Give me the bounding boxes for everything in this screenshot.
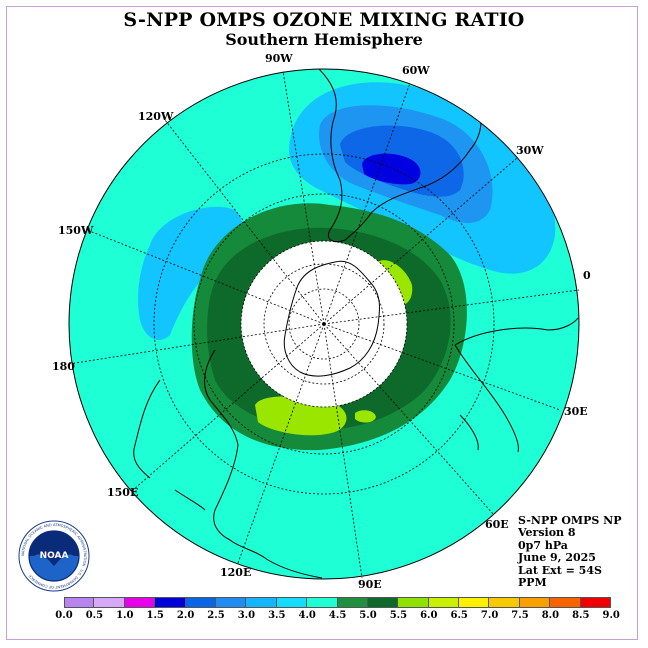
colorbar-tick-label: 2.5 bbox=[207, 610, 225, 621]
info-lat-extent: Lat Ext = 54S bbox=[518, 563, 602, 577]
info-version: Version 8 bbox=[518, 526, 576, 540]
lon-label-150w: 150W bbox=[58, 224, 94, 237]
colorbar-tick-label: 7.0 bbox=[480, 610, 499, 621]
ozone-lime-patch-small bbox=[355, 410, 376, 423]
lon-label-120e: 120E bbox=[220, 566, 252, 579]
page-subtitle: Southern Hemisphere bbox=[225, 30, 423, 49]
graticule bbox=[68, 70, 580, 579]
map-boundary bbox=[68, 68, 580, 580]
lon-label-0: 0 bbox=[583, 269, 591, 282]
colorbar-swatch bbox=[489, 597, 520, 608]
colorbar-tick-label: 1.0 bbox=[116, 610, 134, 621]
lon-label-30w: 30W bbox=[516, 144, 544, 157]
colorbar-swatch bbox=[459, 597, 490, 608]
colorbar-tick-label: 3.5 bbox=[268, 610, 286, 621]
colorbar-swatch bbox=[428, 597, 460, 608]
colorbar bbox=[64, 597, 612, 608]
colorbar-swatch bbox=[337, 597, 368, 608]
info-pressure-level: 0p7 hPa bbox=[518, 538, 568, 552]
colorbar-tick-label: 0.5 bbox=[85, 610, 104, 621]
colorbar-tick-label: 4.5 bbox=[328, 610, 347, 621]
lon-label-120w: 120W bbox=[138, 110, 174, 123]
info-instrument: S-NPP OMPS NP bbox=[518, 514, 622, 527]
colorbar-swatch bbox=[64, 597, 95, 608]
colorbar-swatch bbox=[185, 597, 216, 608]
lon-label-90w: 90W bbox=[265, 52, 293, 65]
colorbar-swatch bbox=[307, 597, 338, 608]
lon-label-30e: 30E bbox=[564, 405, 588, 418]
colorbar-tick-label: 5.5 bbox=[389, 610, 408, 621]
colorbar-tick-label: 3.0 bbox=[237, 610, 256, 621]
info-units: PPM bbox=[518, 576, 547, 590]
colorbar-tick-label: 7.5 bbox=[511, 610, 529, 621]
colorbar-swatch bbox=[246, 597, 277, 608]
lon-label-180: 180 bbox=[52, 360, 75, 373]
colorbar-tick-label: 9.0 bbox=[602, 610, 620, 621]
colorbar-tick-label: 0.0 bbox=[55, 610, 73, 621]
colorbar-swatch bbox=[94, 597, 125, 608]
lon-label-60e: 60E bbox=[485, 518, 509, 531]
south-pole-dot bbox=[322, 322, 326, 326]
colorbar-swatch bbox=[519, 597, 551, 608]
lon-label-90e: 90E bbox=[358, 578, 382, 591]
colorbar-tick-label: 6.5 bbox=[450, 610, 468, 621]
colorbar-swatch bbox=[550, 597, 581, 608]
lon-label-60w: 60W bbox=[402, 64, 430, 77]
colorbar-swatch bbox=[276, 597, 308, 608]
colorbar-tick-label: 2.0 bbox=[176, 610, 195, 621]
noaa-logo: NOAA NATIONAL OCEANIC AND ATMOSPHERIC AD… bbox=[18, 520, 90, 592]
noaa-logo-text: NOAA bbox=[40, 551, 69, 561]
lon-label-150e: 150E bbox=[107, 486, 139, 499]
page-title: S-NPP OMPS OZONE MIXING RATIO bbox=[123, 9, 525, 31]
info-date: June 9, 2025 bbox=[518, 551, 596, 565]
ozone-left-blue-region bbox=[138, 206, 244, 340]
colorbar-swatch bbox=[155, 597, 186, 608]
colorbar-tick-label: 1.5 bbox=[146, 610, 164, 621]
colorbar-swatch bbox=[215, 597, 247, 608]
product-info: S-NPP OMPS NP Version 8 0p7 hPa June 9, … bbox=[518, 514, 622, 590]
plot-frame bbox=[6, 6, 638, 640]
colorbar-swatch bbox=[580, 597, 612, 608]
colorbar-tick-label: 4.0 bbox=[298, 610, 316, 621]
colorbar-swatch bbox=[398, 597, 429, 608]
colorbar-tick-label: 6.0 bbox=[420, 610, 438, 621]
colorbar-tick-label: 8.0 bbox=[541, 610, 560, 621]
colorbar-tick-label: 5.0 bbox=[359, 610, 377, 621]
colorbar-swatch bbox=[124, 597, 156, 608]
colorbar-swatch bbox=[367, 597, 399, 608]
colorbar-tick-label: 8.5 bbox=[572, 610, 590, 621]
coastlines bbox=[133, 69, 579, 579]
